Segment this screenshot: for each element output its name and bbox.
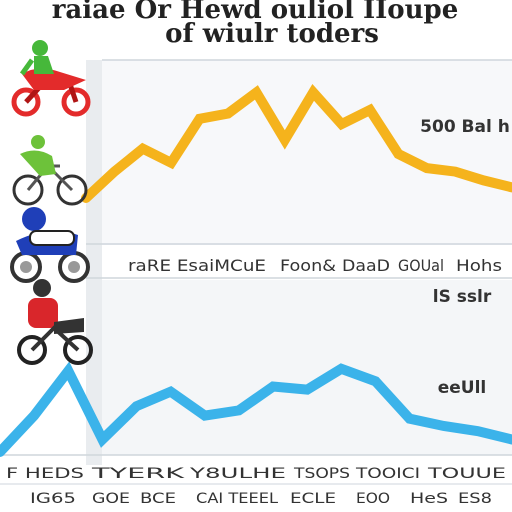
tick-label: TYERK [90,466,186,482]
tick-label: ES8 [458,491,492,507]
bottom-tick-labels-row1: F HEDS TYERK Y8ULHE TSOPS TOOICI TOUUE [6,466,506,482]
tick-label: EOO [356,491,390,507]
icon-column [86,60,102,465]
tick-label: ECLE [290,491,336,507]
annotation-bottom-2: eeUll [438,378,487,398]
bicycle-icon [12,135,88,206]
tick-label: GOUal [398,256,444,275]
tick-label: TOOICI [355,466,420,482]
top-tick-labels: raRE EsaiMCuE Foon& DaaD GOUal Hohs [128,256,502,275]
tick-label: BCE [140,491,176,507]
annotation-bottom-1: lS sslr [433,287,492,307]
tick-label: GOE [92,491,130,507]
tick-label: F HEDS [6,466,84,482]
tick-label: Foon& [280,256,336,275]
chart-title-line1: raiae Or Hewd ouliol IIoupe [52,0,459,25]
top-plot-area [102,60,512,245]
tick-label: DaaD [342,256,390,275]
tick-label: HeS [410,491,448,507]
tick-label: raRE EsaiMCuE [128,256,266,275]
bottom-tick-labels-row2: IG65 GOE BCE CAI TEEEL ECLE EOO HeS ES8 [30,491,492,507]
chart-title-line2: of wiulr toders [165,19,379,49]
tick-label: IG65 [30,491,76,507]
series-line-bottom [0,361,512,457]
tick-label: TOUUE [426,466,506,482]
motorcycle-icon [11,40,91,117]
motorbike-icon [17,279,93,365]
series-line-top [81,84,512,203]
tick-label: Y8ULHE [188,466,286,482]
tick-label: CAI TEEEL [196,491,278,507]
tick-label: Hohs [456,256,502,275]
annotation-top: 500 Bal h [420,117,510,137]
tick-label: TSOPS [293,466,350,482]
scooter-icon [10,207,90,283]
